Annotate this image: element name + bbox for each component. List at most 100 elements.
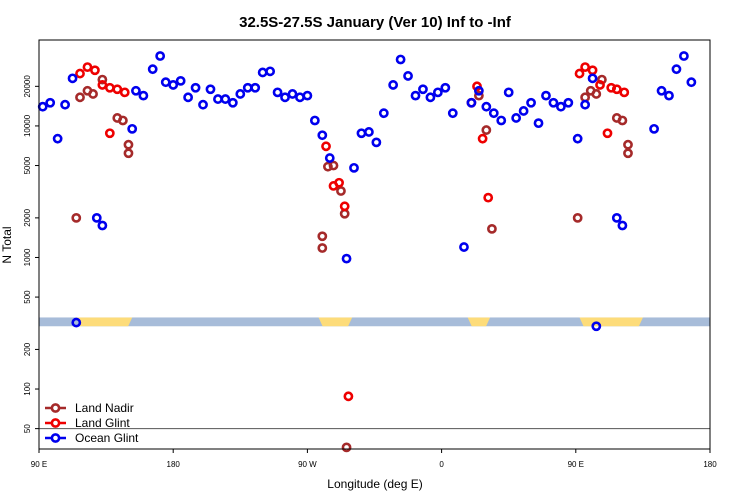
data-point (403, 71, 413, 81)
data-point (220, 94, 231, 104)
data-point (317, 243, 328, 253)
data-point (574, 68, 585, 79)
series-land-nadir (71, 74, 633, 453)
data-point (481, 101, 492, 112)
data-point (328, 160, 339, 171)
data-point (511, 113, 522, 123)
data-point (183, 92, 194, 103)
y-tick-label: 100 (23, 382, 32, 396)
data-point (488, 108, 499, 119)
data-point (671, 64, 682, 75)
data-point (155, 51, 166, 61)
data-point (334, 177, 344, 188)
data-point (477, 133, 488, 144)
data-point (104, 128, 115, 139)
data-point (75, 92, 85, 103)
data-point (341, 253, 352, 264)
x-tick-label: 0 (439, 460, 444, 469)
data-point (168, 80, 179, 90)
data-point (496, 115, 507, 126)
data-point (160, 77, 171, 88)
data-point (317, 231, 328, 242)
legend-marker (50, 403, 61, 413)
data-point (656, 85, 667, 96)
data-point (343, 391, 354, 402)
y-tick-label: 2000 (23, 208, 32, 226)
data-point (619, 87, 630, 98)
legend-label: Land Nadir (75, 401, 134, 415)
data-point (175, 75, 186, 86)
y-tick-label: 5000 (23, 156, 32, 174)
x-axis-label: Longitude (deg E) (327, 477, 422, 491)
data-point (339, 208, 350, 219)
y-tick-label: 10000 (23, 114, 32, 137)
data-point (323, 161, 333, 172)
data-point (483, 192, 494, 203)
x-axis: 90 E 180 90 W 0 90 E 180 (31, 449, 717, 469)
y-tick-label: 500 (23, 290, 32, 304)
data-point (265, 66, 276, 77)
y-axis-label: N Total (0, 226, 14, 263)
x-tick-label: 180 (703, 460, 717, 469)
data-point (541, 90, 551, 101)
data-point (587, 73, 598, 84)
data-point (410, 90, 421, 101)
land-segment-0 (76, 317, 133, 327)
data-point (250, 82, 261, 93)
data-point (580, 99, 591, 110)
data-point (617, 220, 628, 231)
data-point (131, 85, 141, 96)
data-point (432, 87, 443, 98)
data-point (205, 84, 216, 95)
data-point (97, 74, 108, 85)
data-point (147, 64, 158, 75)
x-tick-label: 180 (167, 460, 181, 469)
data-point (623, 139, 633, 150)
data-point (466, 97, 477, 108)
data-point (425, 92, 436, 103)
data-point (123, 148, 134, 159)
data-point (324, 153, 335, 163)
data-point (119, 87, 130, 98)
data-point (242, 82, 253, 93)
legend-item: Ocean Glint (45, 431, 139, 445)
data-point (82, 62, 93, 73)
data-point (45, 97, 56, 108)
data-point (341, 442, 352, 453)
data-point (503, 87, 514, 98)
data-point (349, 162, 359, 173)
data-point (587, 65, 598, 76)
data-point (611, 84, 622, 95)
data-point (371, 137, 382, 148)
data-point (686, 77, 697, 88)
data-point (563, 97, 574, 108)
data-point (533, 118, 544, 129)
data-point (602, 128, 613, 139)
data-point (336, 186, 346, 196)
data-point (280, 92, 290, 103)
land-segment-1 (318, 317, 353, 327)
legend-item: Land Glint (45, 416, 130, 430)
data-point (227, 97, 238, 108)
data-point (309, 115, 320, 126)
data-point (572, 212, 583, 223)
data-point (213, 94, 223, 104)
data-point (88, 89, 98, 99)
data-point (52, 133, 63, 144)
data-point (518, 106, 529, 116)
plot-frame (38, 39, 711, 450)
data-point (649, 123, 659, 134)
data-point (356, 128, 367, 139)
data-point (117, 115, 128, 126)
data-point (257, 67, 268, 78)
data-point (90, 65, 100, 76)
data-point (321, 141, 331, 152)
data-point (364, 127, 374, 137)
data-point (75, 68, 85, 79)
legend-marker (50, 418, 61, 428)
data-point (339, 201, 350, 212)
data-point (37, 101, 48, 112)
data-point (418, 84, 428, 95)
legend-marker (50, 433, 61, 443)
data-point (71, 317, 82, 328)
